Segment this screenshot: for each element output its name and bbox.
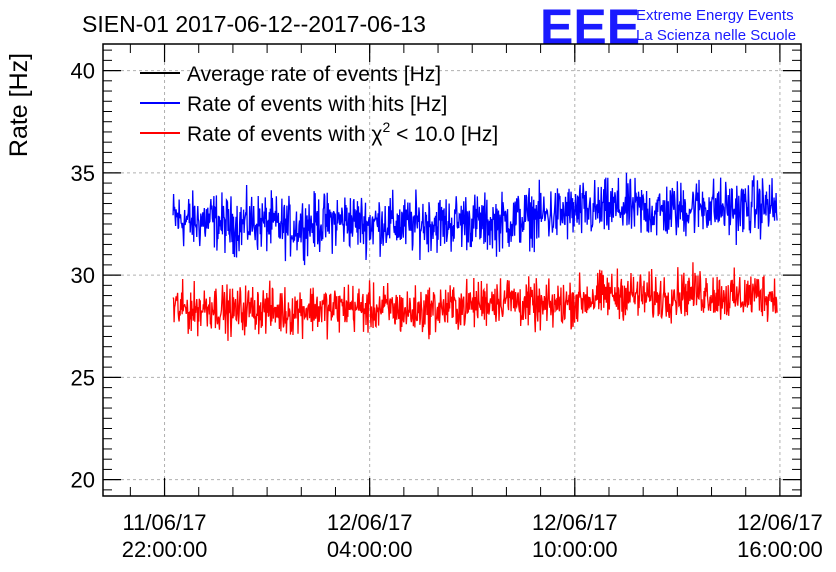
x-tick-label-time: 04:00:00: [327, 537, 413, 562]
legend-label-chi2: Rate of events with χ2 < 10.0 [Hz]: [187, 119, 498, 146]
legend-label-hits: Rate of events with hits [Hz]: [187, 93, 447, 116]
y-axis-label: Rate [Hz]: [5, 53, 33, 157]
x-tick-label-time: 16:00:00: [737, 537, 823, 562]
y-tick-label: 25: [71, 365, 95, 390]
eee-logo-line2: La Scienza nelle Scuole: [636, 27, 796, 44]
grid: [103, 44, 801, 496]
chart-title: SIEN-01 2017-06-12--2017-06-13: [82, 11, 426, 37]
x-tick-label-time: 22:00:00: [122, 537, 208, 562]
series-layer: [172, 172, 778, 341]
plot-frame: [102, 43, 802, 497]
series-line-chi2: [172, 262, 778, 341]
axis-ticks: [103, 44, 801, 496]
y-tick-label: 30: [71, 263, 95, 288]
eee-logo-line1: Extreme Energy Events: [636, 7, 794, 24]
x-tick-label-time: 10:00:00: [532, 537, 618, 562]
eee-logo-mark: EEE: [540, 0, 640, 55]
legend: Average rate of events [Hz] Rate of even…: [140, 63, 498, 146]
x-tick-label-date: 12/06/17: [327, 510, 413, 535]
x-tick-label-date: 12/06/17: [532, 510, 618, 535]
legend-chi-sup: 2: [382, 119, 390, 135]
x-tick-label-date: 11/06/17: [123, 510, 207, 535]
eee-logo: EEE Extreme Energy Events La Scienza nel…: [540, 0, 796, 55]
x-tick-label-date: 12/06/17: [737, 510, 823, 535]
y-tick-labels: 20 25 30 35 40: [71, 59, 95, 493]
y-tick-label: 35: [71, 161, 95, 186]
series-line-hits: [172, 172, 778, 266]
legend-chi-prefix: Rate of events with χ: [187, 123, 382, 146]
y-tick-label: 40: [71, 59, 95, 84]
x-tick-labels: 11/06/1722:00:0012/06/1704:00:0012/06/17…: [122, 510, 823, 562]
legend-chi-suffix: < 10.0 [Hz]: [390, 123, 498, 146]
legend-label-average: Average rate of events [Hz]: [187, 63, 441, 86]
y-tick-label: 20: [71, 468, 95, 493]
